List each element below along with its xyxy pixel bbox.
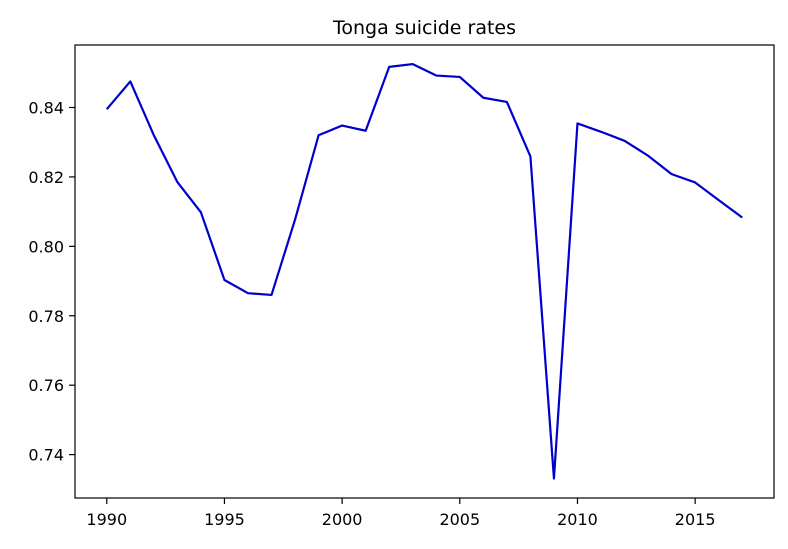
y-tick-label: 0.74 xyxy=(28,446,64,465)
y-tick-label: 0.78 xyxy=(28,307,64,326)
y-tick-label: 0.76 xyxy=(28,376,64,395)
x-axis: 1990 1995 2000 2005 2010 2015 xyxy=(86,498,716,529)
series-line xyxy=(105,62,743,480)
x-tick-label: 2000 xyxy=(322,510,363,529)
plot-area xyxy=(105,62,743,480)
x-tick-label: 2015 xyxy=(675,510,716,529)
chart-title: Tonga suicide rates xyxy=(332,17,516,39)
x-tick-label: 1995 xyxy=(204,510,245,529)
x-tick-label: 2005 xyxy=(439,510,480,529)
y-axis: 0.74 0.76 0.78 0.80 0.82 0.84 xyxy=(28,98,75,465)
y-tick-label: 0.82 xyxy=(28,168,64,187)
x-tick-label: 2010 xyxy=(557,510,598,529)
x-tick-label: 1990 xyxy=(86,510,127,529)
y-tick-label: 0.84 xyxy=(28,98,64,117)
y-tick-label: 0.80 xyxy=(28,237,64,256)
plot-frame xyxy=(74,44,775,499)
